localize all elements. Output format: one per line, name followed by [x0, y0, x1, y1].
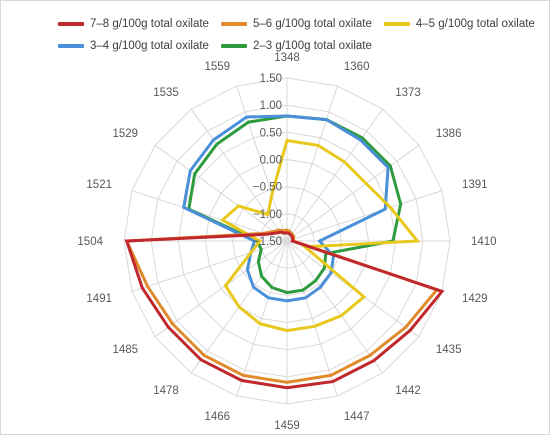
legend-label-series-2: 5–6 g/100g total oxilate — [252, 18, 372, 30]
axis-label-1360: 1360 — [344, 61, 370, 73]
legend-label-series-1: 7–8 g/100g total oxilate — [90, 18, 209, 30]
legend-label-series-3: 4–5 g/100g total oxilate — [415, 18, 535, 30]
legend-label-series-4: 3–4 g/100g total oxilate — [90, 40, 209, 52]
legend-swatch-series-4 — [58, 44, 84, 48]
grid-spoke-1373 — [286, 108, 384, 242]
axis-label-1521: 1521 — [86, 179, 112, 191]
legend-label-series-5: 2–3 g/100g total oxilate — [252, 40, 372, 52]
axis-label-1429: 1429 — [462, 293, 488, 305]
legend-item-series-3: 4–5 g/100g total oxilate — [383, 18, 535, 30]
grid-spoke-1559 — [236, 85, 288, 242]
legend-swatch-series-2 — [220, 22, 247, 26]
axis-label-1373: 1373 — [395, 87, 421, 99]
grid-spoke-1442 — [286, 240, 384, 374]
legend: 7–8 g/100g total oxilate 5–6 g/100g tota… — [58, 13, 548, 57]
series-line-3 — [219, 138, 421, 333]
grid-spoke-1391 — [286, 190, 443, 242]
legend-item-series-1: 7–8 g/100g total oxilate — [58, 18, 209, 30]
axis-label-1491: 1491 — [86, 293, 112, 305]
grid-spoke-1535 — [190, 108, 288, 242]
legend-item-series-2: 5–6 g/100g total oxilate — [220, 18, 372, 30]
radar-tick-labels: −1.50 −1.00 −0.50 0.00 0.50 1.00 1.50 — [253, 73, 282, 248]
legend-swatch-series-5 — [220, 44, 247, 48]
tick-label-3: 0.00 — [260, 155, 282, 167]
radar-grid — [123, 77, 451, 405]
axis-label-1535: 1535 — [153, 87, 179, 99]
radar-series — [124, 114, 445, 390]
grid-spoke-1485 — [154, 240, 288, 338]
grid-spoke-1386 — [286, 144, 420, 242]
tick-label-4: 0.50 — [260, 127, 282, 139]
grid-spoke-1529 — [154, 144, 288, 242]
legend-row-1: 7–8 g/100g total oxilate 5–6 g/100g tota… — [58, 13, 548, 35]
axis-label-1559: 1559 — [205, 61, 231, 73]
series-line-1 — [124, 230, 445, 390]
axis-label-1442: 1442 — [395, 385, 421, 397]
legend-item-series-5: 2–3 g/100g total oxilate — [220, 40, 372, 52]
tick-label-0: −1.50 — [253, 236, 282, 248]
tick-label-5: 1.00 — [260, 100, 282, 112]
axis-label-1485: 1485 — [113, 344, 139, 356]
grid-spoke-1466 — [236, 240, 288, 397]
axis-label-1529: 1529 — [113, 128, 139, 140]
series-line-4 — [182, 114, 390, 303]
axis-label-1410: 1410 — [471, 236, 497, 248]
tick-label-1: −1.00 — [253, 209, 282, 221]
legend-row-2: 3–4 g/100g total oxilate 2–3 g/100g tota… — [58, 35, 548, 57]
axis-label-1348: 1348 — [274, 52, 300, 64]
axis-label-1435: 1435 — [436, 344, 462, 356]
axis-label-1459: 1459 — [274, 420, 300, 432]
series-line-2 — [124, 228, 440, 384]
axis-label-1447: 1447 — [344, 411, 370, 423]
legend-swatch-series-3 — [383, 22, 410, 26]
legend-swatch-series-1 — [58, 22, 84, 26]
grid-spoke-1447 — [286, 240, 338, 397]
tick-label-2: −0.50 — [253, 182, 282, 194]
axis-label-1478: 1478 — [153, 385, 179, 397]
series-line-5 — [187, 114, 403, 295]
axis-label-1466: 1466 — [205, 411, 231, 423]
axis-label-1504: 1504 — [77, 236, 103, 248]
axis-label-1391: 1391 — [462, 179, 488, 191]
axis-label-1386: 1386 — [436, 128, 462, 140]
grid-spoke-1360 — [286, 85, 338, 242]
tick-label-6: 1.50 — [260, 73, 282, 85]
radar-axis-labels: 1348 1360 1373 1386 1391 1410 1429 1435 1442 1447… — [77, 52, 496, 432]
legend-item-series-4: 3–4 g/100g total oxilate — [58, 40, 209, 52]
